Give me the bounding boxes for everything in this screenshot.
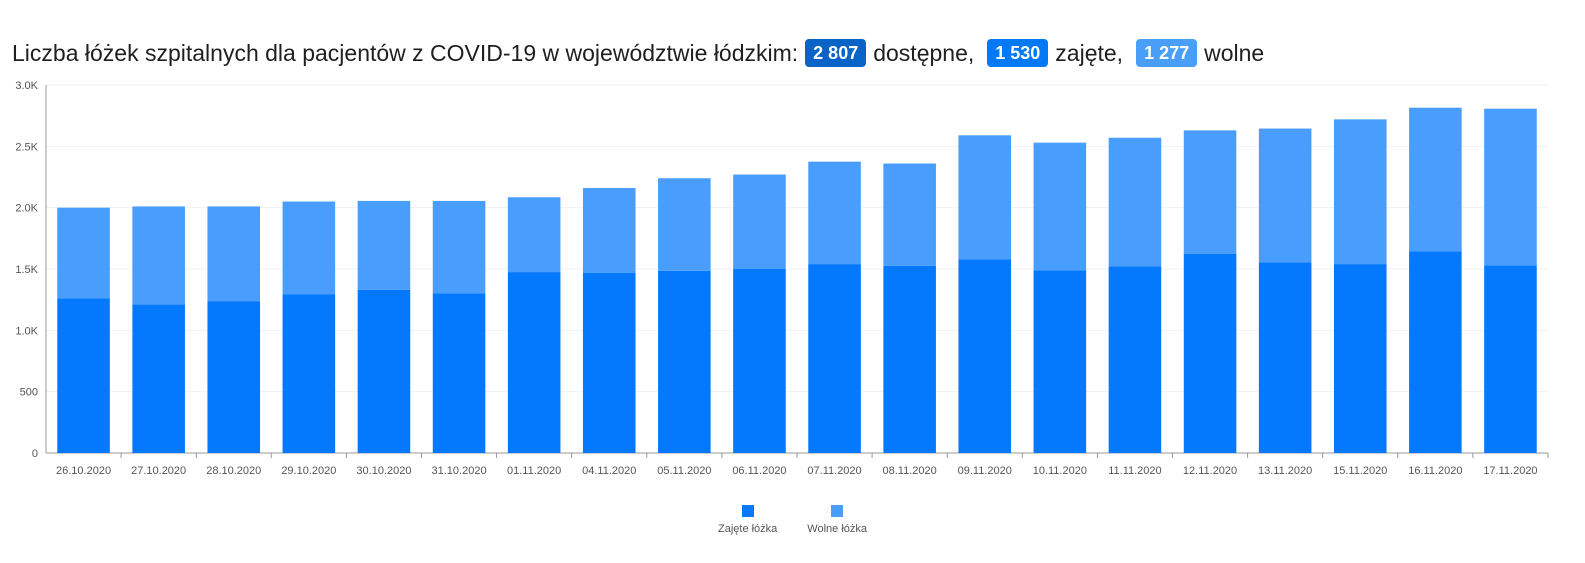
title-text: Liczba łóżek szpitalnych dla pacjentów z… <box>12 39 799 66</box>
x-tick-label: 15.11.2020 <box>1333 465 1387 477</box>
y-tick-label: 0 <box>32 448 38 460</box>
bar-occupied-19 <box>1484 265 1537 453</box>
bar-free-5 <box>432 200 486 294</box>
bar-occupied-4 <box>357 289 411 453</box>
bar-occupied-17 <box>1333 264 1387 453</box>
bar-free-9 <box>733 174 786 269</box>
bar-occupied-16 <box>1258 262 1312 453</box>
y-tick-label: 2.5K <box>15 141 38 153</box>
x-tick-label: 10.11.2020 <box>1033 465 1087 477</box>
x-tick-label: 07.11.2020 <box>807 465 861 477</box>
x-tick-label: 28.10.2020 <box>206 465 261 477</box>
bar-occupied-10 <box>808 264 861 453</box>
x-tick-label: 16.11.2020 <box>1408 465 1462 477</box>
x-tick-label: 05.11.2020 <box>657 465 711 477</box>
bar-occupied-8 <box>658 270 711 453</box>
bar-free-14 <box>1108 137 1162 267</box>
x-tick-label: 31.10.2020 <box>432 465 487 477</box>
bar-occupied-2 <box>207 301 261 453</box>
bar-free-12 <box>958 135 1012 260</box>
legend-swatch-free <box>831 505 844 517</box>
x-tick-label: 04.11.2020 <box>582 465 636 477</box>
bar-occupied-7 <box>582 272 636 453</box>
bar-free-11 <box>883 163 936 266</box>
y-tick-label: 1.5K <box>15 264 38 276</box>
x-tick-label: 12.11.2020 <box>1183 465 1237 477</box>
occupied-label: zajęte, <box>1055 39 1124 66</box>
bar-free-7 <box>582 188 636 273</box>
available-badge: 2 807 <box>805 39 867 67</box>
x-tick-label: 09.11.2020 <box>958 465 1012 477</box>
bar-free-0 <box>57 207 110 299</box>
bar-free-3 <box>282 201 336 295</box>
bar-occupied-1 <box>132 304 185 453</box>
bar-occupied-0 <box>57 298 110 453</box>
bar-free-6 <box>507 197 561 273</box>
x-tick-label: 29.10.2020 <box>281 465 336 477</box>
bar-occupied-14 <box>1108 266 1162 453</box>
legend-swatch-occupied <box>741 505 754 517</box>
bar-occupied-3 <box>282 294 336 453</box>
free-label: wolne <box>1204 39 1265 66</box>
bar-occupied-13 <box>1033 270 1087 453</box>
bar-free-18 <box>1409 107 1462 252</box>
bar-occupied-11 <box>883 265 936 453</box>
bar-free-16 <box>1258 128 1312 263</box>
bar-free-10 <box>808 161 861 265</box>
bar-chart: 0 500 1.0K 1.5K 2.0K 2.5K 3.0K 26.10.2020 27.10.… <box>15 80 1549 477</box>
bar-occupied-18 <box>1409 251 1462 453</box>
x-tick-label: 06.11.2020 <box>732 465 786 477</box>
y-tick-label: 1.0K <box>15 325 38 337</box>
x-tick-label: 13.11.2020 <box>1258 465 1312 477</box>
x-tick-label: 08.11.2020 <box>883 465 937 477</box>
x-tick-label: 30.10.2020 <box>356 465 411 477</box>
bar-occupied-6 <box>507 272 561 453</box>
bar-free-13 <box>1033 142 1087 271</box>
legend-label-occupied: Zajęte łóżka <box>717 523 778 535</box>
bar-free-15 <box>1183 130 1237 254</box>
x-tick-label: 11.11.2020 <box>1108 465 1161 477</box>
x-tick-label: 17.11.2020 <box>1483 465 1537 477</box>
bar-free-1 <box>132 206 185 305</box>
bar-free-2 <box>207 206 261 302</box>
y-tick-label: 500 <box>20 387 38 399</box>
available-label: dostępne, <box>873 39 975 66</box>
bar-free-17 <box>1333 119 1387 265</box>
legend-item-free[interactable]: Wolne łóżka <box>807 505 867 535</box>
bar-occupied-9 <box>733 269 786 453</box>
bar-occupied-15 <box>1183 253 1237 453</box>
y-tick-label: 3.0K <box>15 80 38 92</box>
free-badge: 1 277 <box>1136 39 1198 67</box>
occupied-badge: 1 530 <box>987 39 1049 67</box>
bar-occupied-5 <box>432 293 486 453</box>
chart-title: Liczba łóżek szpitalnych dla pacjentów z… <box>12 36 1264 70</box>
x-tick-label: 01.11.2020 <box>507 465 561 477</box>
y-tick-label: 2.0K <box>15 203 38 215</box>
bar-free-19 <box>1484 108 1537 266</box>
legend-item-occupied[interactable]: Zajęte łóżka <box>718 505 777 535</box>
bar-free-8 <box>658 178 711 271</box>
legend-label-free: Wolne łóżka <box>807 523 868 535</box>
legend: Zajęte łóżka Wolne łóżka <box>0 505 1585 535</box>
x-tick-label: 27.10.2020 <box>131 465 186 477</box>
bar-occupied-12 <box>958 259 1012 453</box>
bar-free-4 <box>357 200 411 290</box>
x-tick-label: 26.10.2020 <box>56 465 111 477</box>
